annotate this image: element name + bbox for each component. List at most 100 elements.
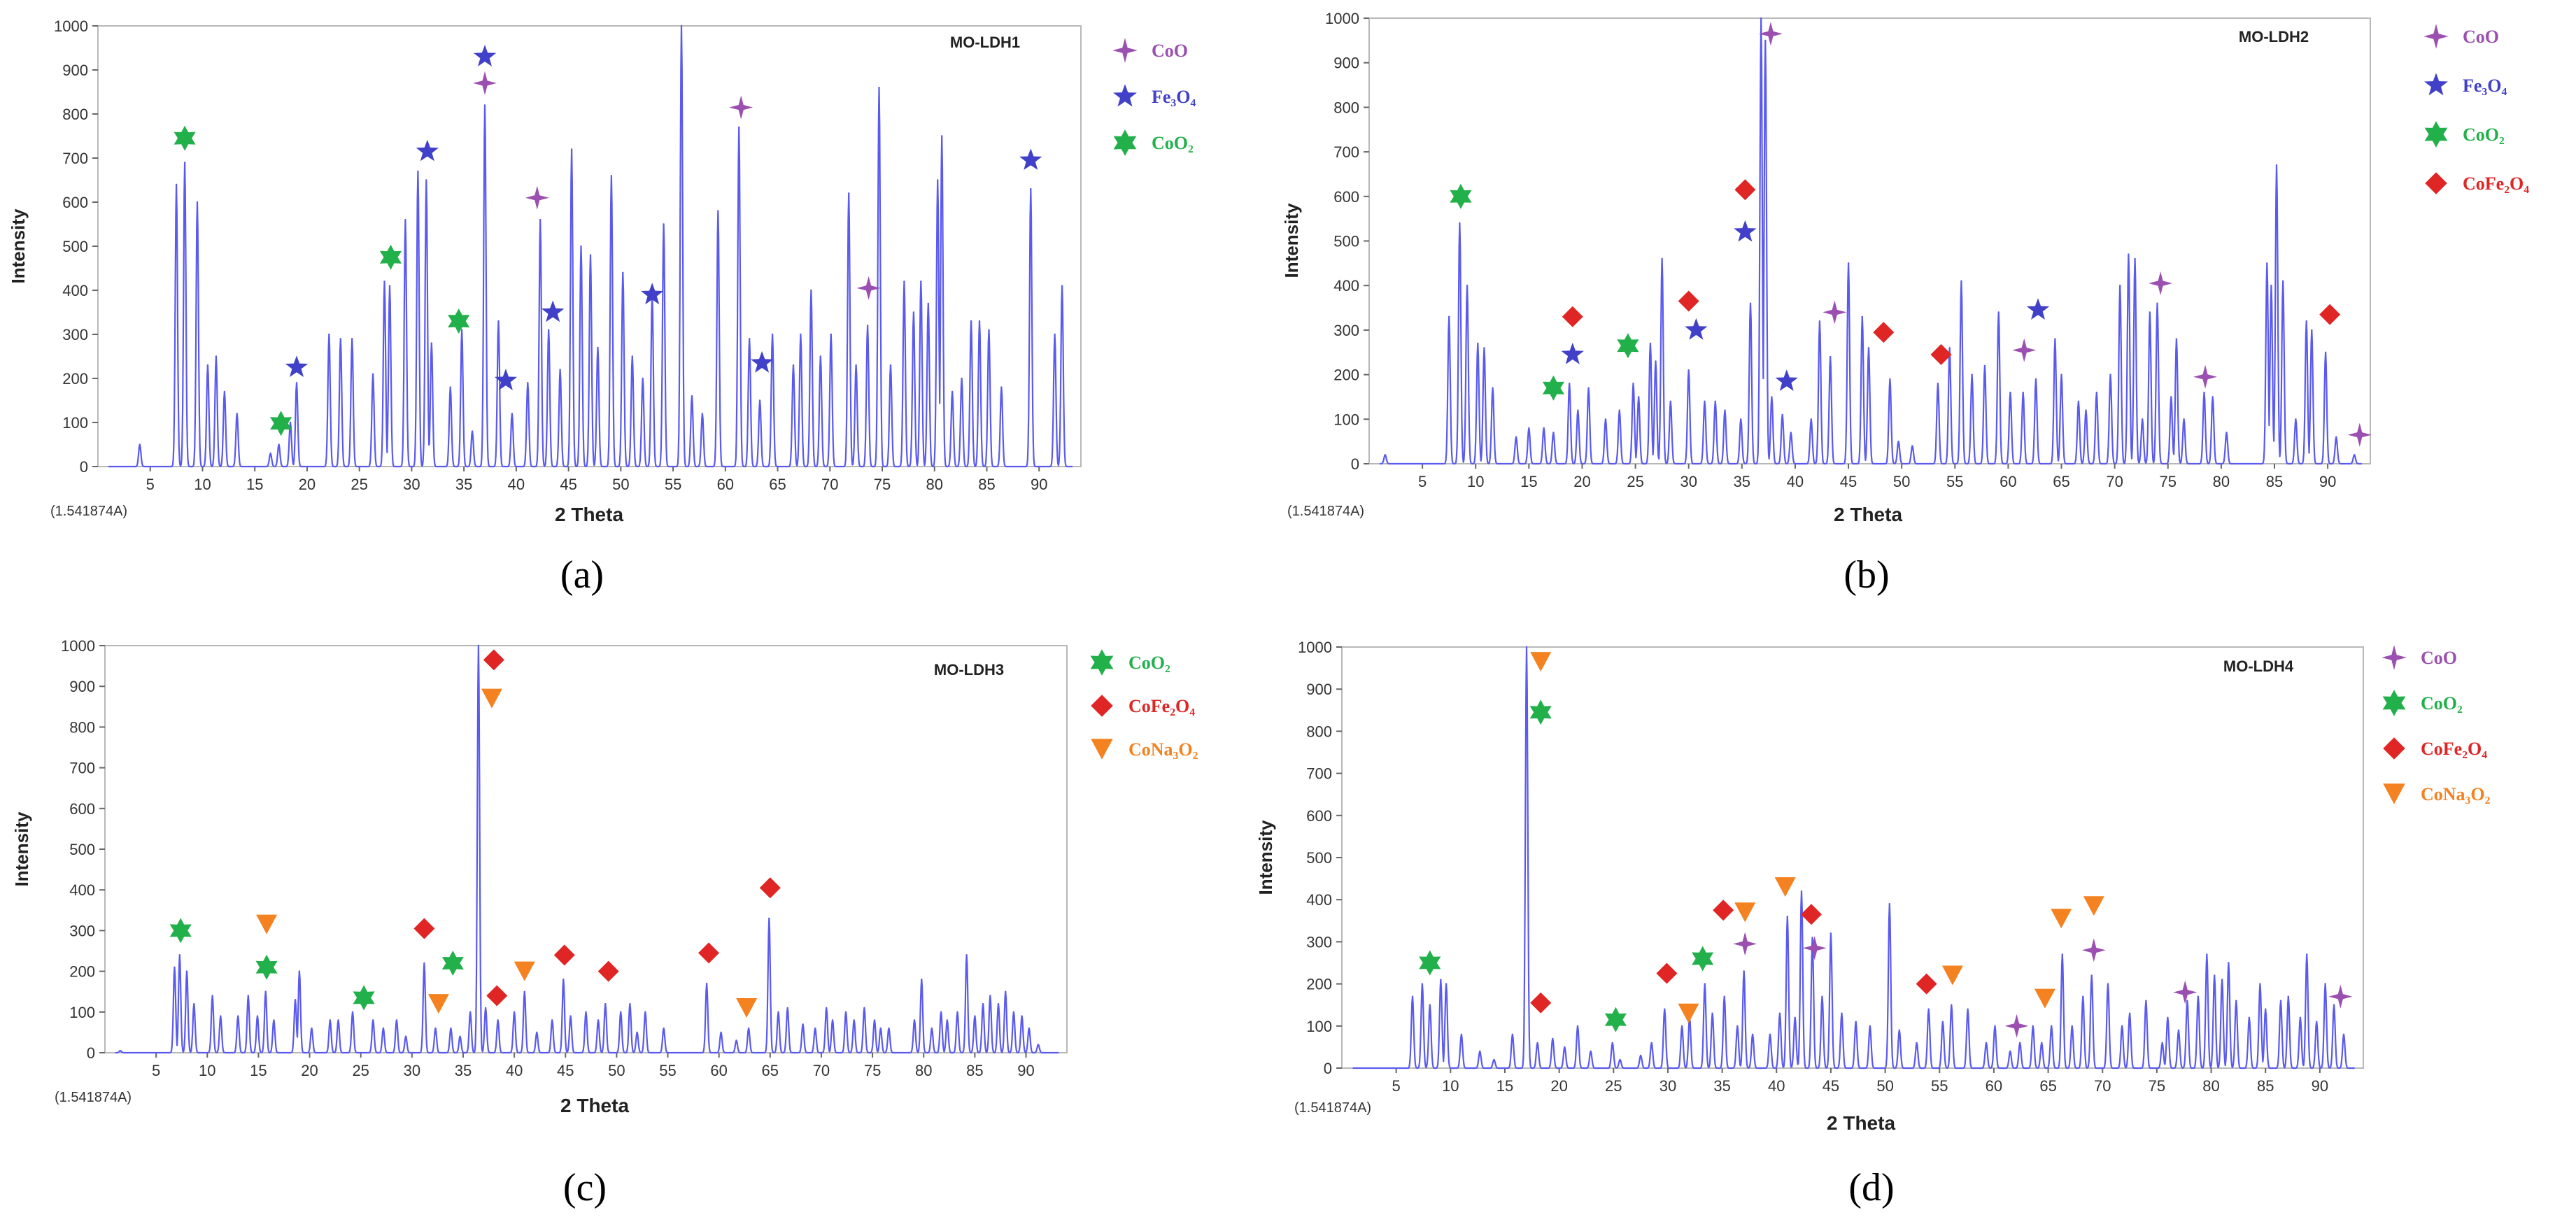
xrd-peak-point [1764,39,1767,42]
xrd-peak-point [1021,1015,1023,1017]
xrd-peak-point [1869,1025,1871,1028]
legend-label: CoNa₃O₂ [1128,739,1198,760]
xrd-peak-point [2259,983,2261,985]
y-tick-label: 400 [62,282,88,299]
x-tick-label: 30 [1680,473,1697,490]
legend-label: CoO [1152,41,1188,61]
xrd-peak-point [417,170,419,173]
panel-label: (b) [1843,553,1889,597]
y-tick-label: 800 [1306,723,1332,740]
xrd-peak-point [1649,342,1652,345]
legend-label: CoFe₂O₄ [1128,696,1195,716]
xrd-peak-point [1714,400,1716,402]
x-tick-label: 75 [864,1062,881,1079]
chart-panel-4: 0 100 200 300 400 500 600 700 800 900 1000 5 10 15 20 2… [1255,639,2491,1209]
x-tick-label: 85 [2257,1077,2274,1095]
xrd-peak-point [1786,916,1788,918]
legend-label: CoO₂ [1128,653,1170,673]
wavelength-label: (1.541874A) [1294,1100,1371,1116]
xrd-peak-point [1429,1004,1431,1006]
x-tick-label: 85 [2266,473,2283,490]
xrd-peak-point [1749,302,1752,304]
xrd-peak-point [735,1039,737,1042]
xrd-peak-point [1994,1025,1996,1028]
phase-marker-cofe2o4 [1678,290,1699,312]
x-tick-label: 80 [915,1062,932,1079]
xrd-peak-point [404,219,406,221]
y-axis-label: Intensity [8,208,29,283]
xrd-peak-point [2235,1000,2237,1002]
xrd-peak-point [1861,315,1863,318]
panel-label: (a) [560,553,604,597]
x-tick-label: 55 [1946,473,1963,490]
xrd-peak-point [1576,1025,1579,1028]
xrd-peak-point [311,1027,313,1030]
x-tick-label: 5 [152,1062,160,1079]
xrd-peak-point [2265,1008,2267,1010]
xrd-peak-point [965,954,968,956]
xrd-peak-point [2107,983,2109,985]
y-tick-label: 800 [69,718,95,736]
xrd-peak-point [1997,311,2000,313]
xrd-peak-point [620,1011,622,1014]
phase-marker-coo2 [353,985,375,1011]
xrd-peak-point [2266,262,2268,264]
phase-marker-cona3o2 [427,994,449,1014]
phase-marker-coo [2347,422,2372,447]
xrd-peak-point [236,413,238,415]
legend-marker-fe3o4 [2424,73,2448,96]
xrd-peak-point [1528,427,1530,429]
xrd-peak-point [211,995,213,997]
y-tick-label: 700 [1306,765,1332,783]
xrd-peak-point [2134,257,2136,260]
plot-frame [1341,646,2364,1069]
xrd-peak-point [814,1027,816,1030]
xrd-peak-point [2090,974,2093,976]
xrd-peak-point [2128,1012,2131,1014]
xrd-peak-point [1751,1033,1754,1036]
x-tick-label: 90 [1031,476,1047,493]
xrd-peak-point [982,1003,984,1005]
y-tick-label: 200 [1306,976,1332,993]
x-tick-label: 20 [1573,473,1590,490]
xrd-peak-point [372,1019,374,1021]
xrd-peak-point [1655,360,1657,362]
legend-label: CoO₂ [2463,125,2505,145]
x-tick-label: 45 [560,476,576,493]
xrd-peak-point [951,390,954,393]
y-tick-label: 300 [1333,322,1359,339]
phase-marker-cofe2o4 [1713,900,1734,921]
xrd-peak-point [2009,1050,2011,1053]
phase-marker-fe3o4 [542,300,565,322]
x-tick-label: 55 [659,1062,676,1079]
xrd-peak-point [1898,1029,1900,1032]
xrd-peak-point [469,1011,472,1014]
xrd-peak-point [1743,970,1745,972]
x-tick-label: 75 [2160,473,2177,490]
y-tick-label: 1000 [54,17,88,35]
xrd-peak-point [1543,427,1545,429]
phase-marker-coo [2149,271,2173,295]
panel-title: MO-LDH1 [950,34,1020,51]
xrd-peak-point [978,320,981,322]
xrd-peak-point [2149,311,2151,313]
xrd-peak-point [701,413,704,415]
phase-marker-fe3o4 [1561,342,1584,364]
xrd-peak-point [1760,17,1762,20]
x-tick-label: 30 [404,1062,420,1079]
x-tick-label: 10 [199,1062,215,1079]
xrd-pattern-line [1352,646,2355,1070]
xrd-peak-point [1985,1042,1988,1044]
legend-marker-cofe2o4 [2425,172,2447,194]
y-tick-label: 1000 [1325,10,1359,27]
xrd-peak-point [459,1035,461,1037]
x-tick-label: 35 [1734,473,1750,490]
y-tick-label: 700 [62,150,88,167]
xrd-peak-point [1778,1012,1781,1014]
y-tick-label: 200 [62,370,88,388]
x-tick-label: 60 [2000,473,2016,490]
phase-marker-cona3o2 [2051,909,2072,929]
xrd-peak-point [2279,1000,2282,1002]
xrd-peak-point [2248,1016,2251,1019]
xrd-peak-point [604,1003,607,1005]
